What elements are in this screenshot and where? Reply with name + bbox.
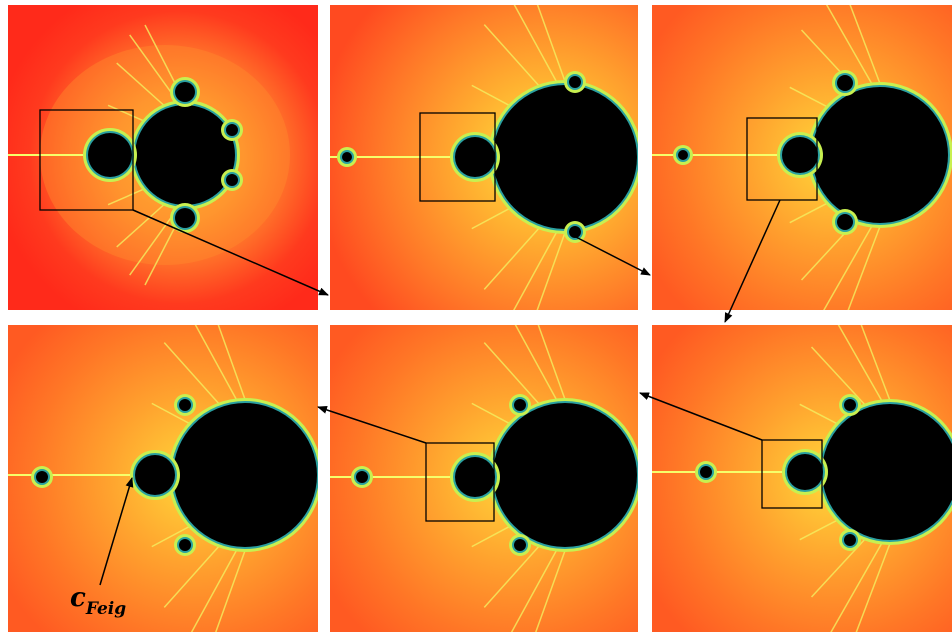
set-body [812,87,948,223]
filament [855,543,891,632]
panels [8,5,952,632]
set-body [342,152,352,162]
set-body [455,137,495,177]
set-body [514,399,526,411]
set-body [782,137,818,173]
panel [330,325,638,632]
set-body [175,208,195,228]
panel [330,5,638,310]
set-body [135,455,175,495]
set-body [173,403,317,547]
zoom-arrow [99,477,134,586]
filament [194,325,241,406]
panel [652,5,952,310]
zoom-box [425,442,495,522]
filament [847,226,881,310]
set-body [175,82,195,102]
filament [514,325,561,406]
filament [837,325,886,407]
zoom-arrow [132,209,329,296]
set-body [179,539,191,551]
zoom-arrow [571,234,651,276]
zoom-box [761,439,823,509]
label-main: c [70,583,86,613]
set-body [455,457,495,497]
filament [513,226,561,310]
filament [217,325,246,400]
set-body [700,466,712,478]
set-body [226,124,238,136]
filament [537,325,566,400]
set-body [787,454,823,490]
zoom-arrow [317,406,427,444]
set-body [822,404,952,540]
filament [536,5,566,82]
set-body [514,539,526,551]
zoom-box [419,112,496,202]
zoom-arrow [724,199,781,323]
filament [830,537,886,632]
set-body [678,150,688,160]
filament [860,325,891,401]
set-body [844,399,856,411]
filament [190,544,241,632]
set-body [569,76,581,88]
set-body [837,75,853,91]
filament [823,220,876,310]
filament [215,550,246,632]
set-body [36,471,48,483]
set-body [135,105,235,205]
feigenbaum-label: cFeig [70,583,126,619]
set-body [356,471,368,483]
filament [849,5,881,84]
set-body [493,85,637,229]
panel [652,325,952,632]
set-body [493,403,637,547]
filament [536,232,566,310]
set-body [844,534,856,546]
set-body [837,214,853,230]
zoom-arrow [639,392,763,441]
arrows [99,199,781,586]
zoom-box [746,117,818,201]
set-body [88,133,132,177]
label-subscript: Feig [85,599,126,619]
set-body [226,174,238,186]
zoom-box [39,109,134,211]
set-body [179,399,191,411]
filament [513,5,561,88]
filament [510,544,561,632]
filament [535,550,566,632]
panel [8,5,318,310]
filament [825,5,876,90]
panel [8,325,318,632]
